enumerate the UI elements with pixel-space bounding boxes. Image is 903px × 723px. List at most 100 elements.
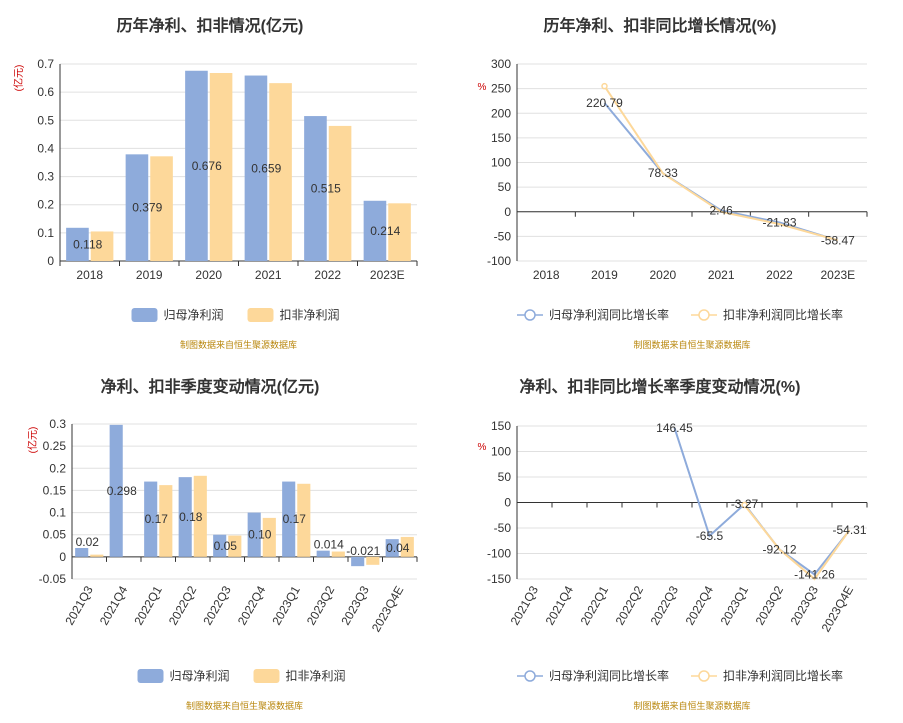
y-tick-label: 100 [491, 445, 511, 459]
bar-deducted-net-profit [388, 203, 411, 261]
y-tick-label: 0.1 [49, 506, 66, 520]
bar-parent-net-profit [125, 154, 149, 261]
y-tick-label: 0 [47, 254, 54, 268]
legend-item: 归母净利润同比增长率 [517, 668, 669, 683]
data-label: 0.515 [311, 182, 341, 196]
x-tick-label: 2023Q1 [269, 583, 303, 627]
data-label: -54.31 [832, 523, 866, 537]
bar-deducted-net-profit [331, 551, 345, 557]
y-tick-label: 0 [504, 496, 511, 510]
data-label: 0.10 [248, 528, 272, 542]
x-tick-label: 2023Q3 [788, 583, 822, 627]
x-tick-label: 2022Q1 [578, 583, 612, 627]
data-label: -141.26 [794, 568, 835, 582]
legend-marker [524, 670, 536, 682]
source-note: 制图数据来自恒生聚源数据库 [180, 339, 297, 350]
bar-parent-net-profit [185, 70, 208, 261]
data-label: 0.659 [251, 161, 281, 175]
legend-label: 扣非净利润 [280, 308, 340, 322]
y-tick-label: 0 [504, 205, 511, 219]
x-tick-label: 2021 [708, 268, 735, 282]
legend-marker [698, 309, 710, 321]
bar-deducted-net-profit [228, 535, 242, 557]
bar-deducted-net-profit [400, 536, 414, 557]
x-tick-label: 2022Q1 [131, 583, 165, 627]
y-tick-label: 150 [491, 419, 511, 433]
y-tick-label: -150 [487, 572, 511, 586]
legend: 归母净利润 扣非净利润 [137, 669, 346, 683]
bar-deducted-net-profit [366, 556, 380, 565]
legend-label: 归母净利润 [164, 308, 224, 322]
chart-annual-growth: 历年净利、扣非同比增长情况(%)% -100 -50 0 50 100 150 200 250 3… [478, 16, 868, 350]
x-tick-label: 2022Q3 [648, 583, 682, 627]
bar-deducted-net-profit [90, 554, 104, 557]
y-tick-label: -100 [487, 254, 511, 268]
x-tick-label: 2021 [255, 268, 282, 282]
legend-label: 归母净利润同比增长率 [549, 668, 669, 683]
y-axis-unit: (亿元) [12, 65, 25, 92]
y-tick-label: 0.15 [43, 483, 67, 497]
bar-parent-net-profit [304, 116, 327, 261]
chart-title: 历年净利、扣非情况(亿元) [117, 16, 304, 35]
source-note: 制图数据来自恒生聚源数据库 [186, 700, 303, 711]
bar-parent-net-profit [109, 424, 123, 557]
bar-parent-net-profit [244, 75, 268, 261]
data-label: -0.021 [346, 544, 380, 558]
data-label: 0.014 [314, 538, 344, 552]
legend-item: 扣非净利润同比增长率 [691, 668, 843, 683]
x-tick-label: 2021Q3 [508, 583, 542, 627]
data-label: 146.45 [656, 421, 693, 435]
y-tick-label: 0.4 [37, 141, 54, 155]
legend-swatch [247, 308, 274, 322]
source-note: 制图数据来自恒生聚源数据库 [633, 339, 750, 350]
legend-label: 扣非净利润 [286, 669, 346, 683]
bar-deducted-net-profit [297, 483, 311, 557]
data-label: 0.05 [214, 539, 238, 553]
x-tick-label: 2023Q2 [753, 583, 787, 627]
y-tick-label: 0.7 [37, 57, 54, 71]
legend-item: 归母净利润同比增长率 [517, 307, 669, 322]
y-tick-label: -50 [494, 229, 512, 243]
y-tick-label: 0.6 [37, 85, 54, 99]
data-label: -21.83 [762, 216, 796, 230]
x-tick-label: 2022Q4 [683, 583, 717, 627]
source-note: 制图数据来自恒生聚源数据库 [633, 700, 750, 711]
y-tick-label: 50 [498, 470, 512, 484]
data-label: -3.27 [731, 497, 759, 511]
data-label: 0.02 [76, 535, 100, 549]
legend-swatch [253, 669, 280, 683]
legend-item: 扣非净利润 [253, 669, 346, 683]
data-label: 220.79 [586, 96, 623, 110]
legend-swatch [131, 308, 158, 322]
chart-quarterly-growth: 净利、扣非同比增长率季度变动情况(%)% -150 -100 -50 0 50 100 150… [478, 377, 868, 711]
x-tick-label: 2022 [766, 268, 793, 282]
legend: 归母净利润同比增长率 扣非净利润同比增长率 [517, 668, 843, 683]
y-tick-label: -0.05 [39, 572, 67, 586]
y-axis-unit: % [478, 82, 487, 93]
data-label: 0.04 [386, 541, 410, 555]
bar-deducted-net-profit [269, 83, 292, 261]
x-tick-label: 2023Q2 [304, 583, 338, 627]
chart-quarterly-profit: 净利、扣非季度变动情况(亿元) (亿元) -0.05 0 0.05 0.1 0.15 0.2 0… [26, 377, 418, 711]
chart-title: 净利、扣非季度变动情况(亿元) [101, 377, 320, 396]
data-label: -58.47 [821, 234, 855, 248]
legend-marker [698, 670, 710, 682]
chart-title: 净利、扣非同比增长率季度变动情况(%) [520, 377, 801, 396]
bar-parent-net-profit [351, 556, 365, 567]
chart-title: 历年净利、扣非同比增长情况(%) [544, 16, 777, 35]
legend-swatch [137, 669, 164, 683]
legend-marker [524, 309, 536, 321]
y-tick-label: 0.1 [37, 226, 54, 240]
x-tick-label: 2018 [76, 268, 103, 282]
y-tick-label: 50 [498, 180, 512, 194]
chart-annual-profit: 历年净利、扣非情况(亿元) (亿元) 0 0.1 0.2 0.3 0.4 0.5 0.6 0.7 2… [12, 16, 418, 350]
legend: 归母净利润同比增长率 扣非净利润同比增长率 [517, 307, 843, 322]
x-tick-label: 2023E [370, 268, 405, 282]
y-tick-label: 150 [491, 131, 511, 145]
y-tick-label: 0 [59, 550, 66, 564]
legend-item: 归母净利润 [137, 669, 230, 683]
bar-parent-net-profit [213, 534, 227, 557]
data-label: 0.298 [107, 484, 137, 498]
bar-parent-net-profit [247, 512, 261, 557]
